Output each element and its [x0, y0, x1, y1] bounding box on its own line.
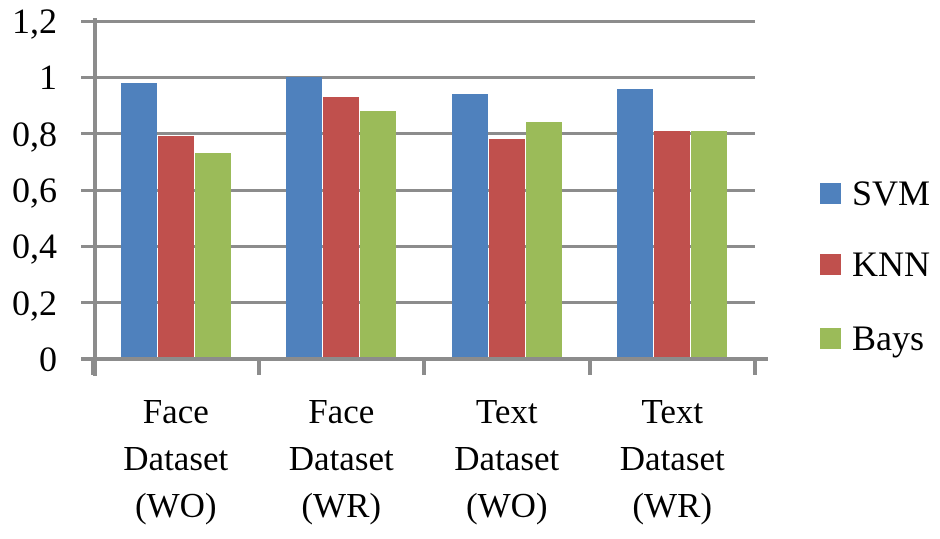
x-tick-boundary	[91, 358, 95, 375]
x-axis-label-text-dataset-wo-: Text Dataset (WO)	[424, 388, 590, 529]
bar-svm-face-dataset-wr-	[286, 77, 323, 359]
x-tick-boundary	[753, 358, 757, 375]
gridline-0,2	[93, 301, 755, 305]
y-axis-label: 0	[39, 339, 57, 379]
y-tick-0,8	[81, 132, 93, 136]
y-tick-0,6	[81, 188, 93, 192]
x-axis-label-face-dataset-wo-: Face Dataset (WO)	[93, 388, 259, 529]
bar-knn-face-dataset-wr-	[323, 97, 360, 359]
x-axis-label-face-dataset-wr-: Face Dataset (WR)	[258, 388, 424, 529]
bar-knn-text-dataset-wo-	[488, 139, 525, 359]
x-tick-boundary	[422, 358, 426, 375]
x-axis-label-line: Text	[641, 392, 704, 431]
legend-swatch-svm	[820, 182, 841, 204]
legend-label-svm: SVM	[852, 173, 931, 213]
legend-item-bays: Bays	[820, 317, 924, 359]
x-axis-label-line: Dataset	[454, 439, 560, 478]
legend-label-bays: Bays	[852, 318, 924, 358]
x-axis-label-line: Dataset	[619, 439, 725, 478]
legend-label-knn: KNN	[852, 244, 930, 284]
x-tick-boundary	[587, 358, 592, 375]
bar-knn-face-dataset-wo-	[157, 136, 194, 359]
bar-svm-text-dataset-wr-	[617, 88, 654, 359]
y-axis-line	[93, 18, 97, 376]
gridline-0,4	[93, 244, 755, 248]
y-axis-label: 1,2	[12, 1, 57, 41]
x-axis-label-line: Dataset	[288, 439, 394, 478]
x-axis-label-text-dataset-wr-: Text Dataset (WR)	[589, 388, 755, 529]
x-axis-label-line: (WO)	[465, 486, 548, 525]
gridline-1	[93, 75, 755, 79]
y-tick-1,2	[81, 19, 93, 23]
y-tick-0,4	[81, 244, 93, 248]
y-axis-label: 1	[39, 57, 57, 98]
y-axis-label: 0,8	[12, 113, 57, 154]
bar-svm-text-dataset-wo-	[451, 94, 488, 359]
gridline-1,2	[93, 19, 755, 23]
x-axis-label-line: (WR)	[632, 486, 713, 525]
x-axis-label-line: Dataset	[123, 439, 229, 478]
y-tick-1	[81, 75, 93, 79]
y-axis-label: 0,2	[12, 282, 57, 323]
x-axis-label-line: (WO)	[134, 486, 217, 525]
x-axis-label-line: Face	[308, 392, 375, 431]
gridline-0,6	[93, 188, 755, 192]
y-axis-label: 0,4	[12, 226, 57, 267]
bar-svm-face-dataset-wo-	[120, 82, 157, 359]
gridline-0,8	[93, 132, 755, 136]
x-tick-boundary	[256, 358, 261, 375]
bar-knn-text-dataset-wr-	[654, 130, 691, 359]
bar-bays-face-dataset-wr-	[360, 111, 397, 359]
legend-swatch-bays	[820, 327, 841, 349]
legend-item-knn: KNN	[820, 243, 930, 285]
legend-swatch-knn	[820, 253, 841, 275]
y-axis-label: 0,6	[12, 170, 57, 210]
x-axis-label-line: Text	[475, 392, 538, 431]
legend-item-svm: SVM	[820, 172, 930, 214]
bar-bays-face-dataset-wo-	[194, 153, 231, 359]
bar-bays-text-dataset-wr-	[691, 130, 728, 359]
y-tick-0,2	[81, 301, 93, 305]
bar-bays-text-dataset-wo-	[525, 122, 562, 359]
y-tick-0	[81, 357, 93, 361]
x-axis-label-line: Face	[142, 392, 209, 431]
x-axis-label-line: (WR)	[301, 486, 382, 525]
plot-area	[81, 18, 768, 376]
